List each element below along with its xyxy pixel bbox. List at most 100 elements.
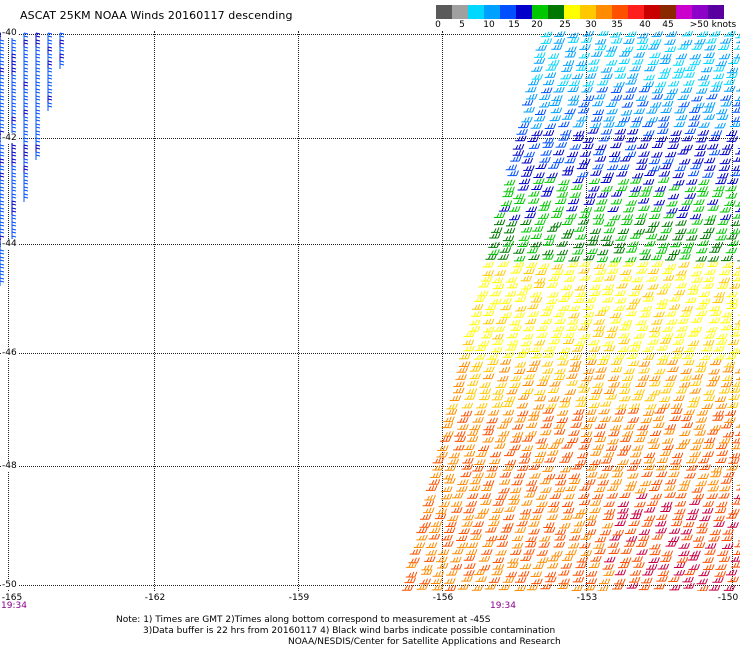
wind-barb bbox=[636, 143, 649, 149]
wind-barb bbox=[588, 562, 601, 569]
wind-barb bbox=[423, 507, 435, 514]
wind-barb bbox=[519, 508, 532, 515]
wind-barb bbox=[593, 543, 605, 549]
wind-barb bbox=[571, 585, 583, 591]
wind-barb bbox=[525, 536, 537, 543]
wind-barb bbox=[542, 415, 555, 422]
wind-barb bbox=[437, 562, 449, 569]
wind-barb bbox=[619, 444, 632, 451]
wind-barb bbox=[600, 128, 613, 135]
wind-barb bbox=[546, 226, 559, 232]
wind-barb bbox=[625, 246, 638, 253]
wind-barb bbox=[11, 193, 17, 202]
wind-barb bbox=[462, 457, 474, 464]
wind-barb bbox=[664, 46, 677, 53]
wind-barb bbox=[587, 65, 599, 72]
wind-barb bbox=[651, 151, 663, 158]
wind-barb bbox=[607, 260, 620, 267]
wind-barb bbox=[567, 437, 579, 444]
wind-barb bbox=[495, 436, 507, 443]
wind-barb bbox=[598, 305, 611, 312]
wind-barb bbox=[686, 464, 698, 471]
wind-barb bbox=[500, 312, 513, 318]
wind-barb bbox=[658, 170, 671, 177]
wind-barb bbox=[670, 403, 683, 409]
wind-barb bbox=[603, 115, 615, 122]
wind-barb bbox=[538, 263, 550, 269]
wind-barb bbox=[475, 576, 487, 582]
wind-barb bbox=[456, 485, 468, 492]
wind-barb bbox=[713, 185, 725, 192]
wind-barb bbox=[588, 394, 601, 400]
wind-barb bbox=[510, 436, 522, 443]
wind-barb bbox=[707, 261, 719, 267]
wind-barb bbox=[561, 219, 574, 225]
wind-barb bbox=[717, 219, 730, 225]
wind-barb bbox=[577, 107, 590, 114]
wind-barb bbox=[456, 535, 468, 542]
wind-barb bbox=[688, 121, 700, 127]
wind-barb bbox=[585, 409, 597, 415]
wind-barb bbox=[462, 514, 474, 521]
wind-barb bbox=[543, 473, 556, 480]
wind-barb bbox=[732, 212, 740, 219]
wind-barb bbox=[474, 512, 486, 519]
wind-barb bbox=[47, 53, 53, 62]
wind-barb bbox=[711, 242, 724, 248]
wind-barb bbox=[680, 415, 693, 422]
wind-barb bbox=[642, 121, 654, 128]
wind-barb bbox=[684, 569, 696, 576]
wind-barb bbox=[572, 121, 585, 128]
wind-barb bbox=[592, 276, 604, 282]
wind-barb bbox=[620, 275, 633, 282]
wind-barb bbox=[674, 107, 686, 114]
wind-barb bbox=[564, 108, 576, 115]
wind-barb bbox=[734, 96, 740, 102]
wind-barb bbox=[727, 576, 739, 583]
wind-barb bbox=[486, 354, 498, 360]
wind-barb bbox=[572, 570, 585, 576]
wind-barb bbox=[633, 436, 646, 443]
scale-swatch bbox=[580, 5, 596, 19]
wind-barb bbox=[416, 534, 428, 541]
wind-barb bbox=[665, 478, 677, 485]
wind-barb bbox=[621, 430, 634, 437]
wind-barb bbox=[483, 326, 495, 333]
wind-barb bbox=[657, 73, 670, 79]
wind-barb bbox=[641, 471, 653, 477]
wind-barb bbox=[569, 478, 581, 485]
wind-barb bbox=[523, 106, 535, 113]
wind-barb bbox=[507, 562, 519, 568]
wind-barb bbox=[11, 221, 17, 230]
wind-barb bbox=[733, 45, 740, 50]
wind-barb bbox=[441, 493, 453, 500]
wind-barb bbox=[536, 443, 549, 450]
wind-barb bbox=[47, 60, 53, 69]
wind-barb bbox=[523, 373, 536, 380]
wind-barb bbox=[625, 78, 637, 85]
wind-barb bbox=[0, 172, 5, 181]
wind-barb bbox=[510, 487, 522, 494]
wind-barb bbox=[695, 303, 708, 310]
wind-barb bbox=[729, 452, 740, 459]
wind-barb bbox=[0, 151, 5, 160]
wind-barb bbox=[591, 100, 604, 107]
wind-barb bbox=[442, 431, 454, 437]
wind-barb bbox=[11, 53, 17, 62]
wind-barb bbox=[625, 31, 637, 37]
wind-barb bbox=[533, 178, 545, 184]
wind-barb bbox=[528, 410, 540, 417]
wind-barb bbox=[626, 128, 639, 135]
wind-barb bbox=[697, 585, 709, 591]
wind-barb bbox=[636, 549, 648, 555]
wind-barb bbox=[561, 291, 574, 297]
wind-barb bbox=[482, 261, 494, 268]
wind-barb bbox=[430, 578, 443, 585]
wind-barb bbox=[491, 227, 503, 233]
wind-barb bbox=[681, 39, 693, 46]
note-line: NOAA/NESDIS/Center for Satellite Applica… bbox=[288, 637, 561, 647]
wind-barb bbox=[554, 486, 566, 493]
wind-barb bbox=[731, 381, 740, 387]
wind-barb bbox=[537, 557, 549, 563]
wind-barb bbox=[647, 59, 660, 66]
